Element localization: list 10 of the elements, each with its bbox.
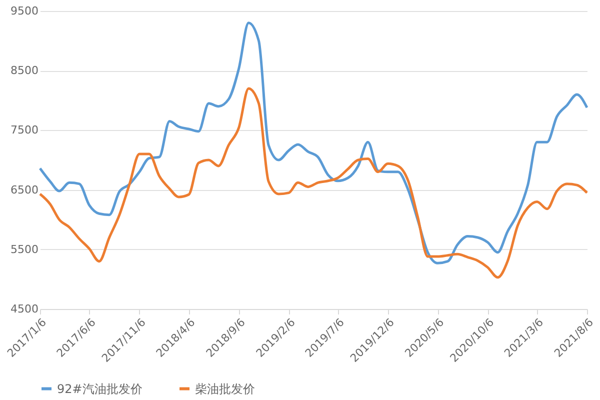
y-tick-label: 6500 (10, 183, 38, 196)
y-tick-label: 7500 (10, 124, 38, 137)
y-tick-label: 4500 (10, 302, 38, 316)
y-tick-label: 5500 (10, 242, 38, 256)
line-series (38, 22, 588, 264)
legend-label: 92#汽油批发价 (57, 382, 142, 396)
y-tick-label: 9500 (10, 4, 38, 18)
line-series (38, 87, 588, 279)
y-tick-label: 8500 (10, 64, 38, 78)
legend-label: 柴油批发价 (195, 382, 255, 396)
